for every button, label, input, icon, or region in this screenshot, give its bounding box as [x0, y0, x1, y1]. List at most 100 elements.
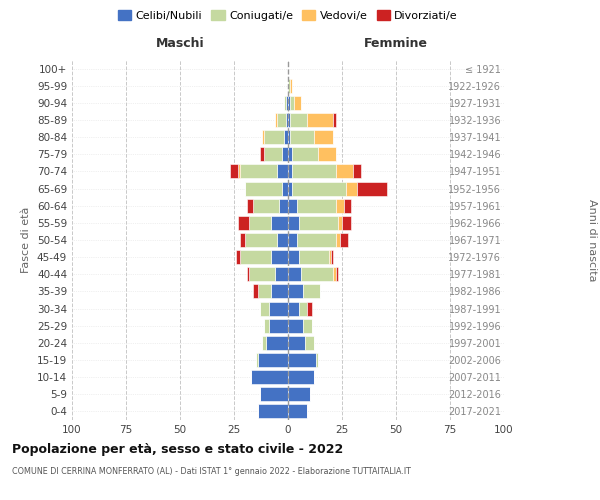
Bar: [288, 130, 290, 144]
Bar: [292, 164, 335, 178]
Bar: [288, 268, 301, 281]
Bar: [238, 216, 249, 230]
Bar: [230, 164, 238, 178]
Bar: [303, 284, 320, 298]
Bar: [275, 113, 277, 127]
Bar: [288, 198, 296, 212]
Text: Femmine: Femmine: [364, 36, 428, 50]
Bar: [266, 336, 288, 350]
Bar: [288, 250, 299, 264]
Bar: [331, 250, 334, 264]
Bar: [334, 113, 335, 127]
Bar: [288, 388, 310, 402]
Text: Popolazione per età, sesso e stato civile - 2022: Popolazione per età, sesso e stato civil…: [12, 442, 343, 456]
Text: Anni di nascita: Anni di nascita: [587, 198, 597, 281]
Bar: [277, 113, 286, 127]
Bar: [295, 96, 301, 110]
Text: Maschi: Maschi: [155, 36, 205, 50]
Bar: [288, 370, 314, 384]
Bar: [303, 318, 312, 332]
Bar: [288, 164, 292, 178]
Bar: [271, 216, 288, 230]
Bar: [299, 250, 329, 264]
Bar: [290, 130, 314, 144]
Bar: [281, 148, 288, 162]
Bar: [269, 318, 288, 332]
Bar: [262, 336, 266, 350]
Bar: [290, 96, 295, 110]
Bar: [288, 216, 299, 230]
Bar: [318, 148, 335, 162]
Bar: [288, 404, 307, 418]
Bar: [329, 250, 331, 264]
Bar: [238, 164, 241, 178]
Bar: [251, 370, 288, 384]
Bar: [357, 182, 388, 196]
Bar: [292, 148, 318, 162]
Bar: [236, 250, 241, 264]
Bar: [288, 302, 299, 316]
Y-axis label: Fasce di età: Fasce di età: [22, 207, 31, 273]
Bar: [253, 198, 280, 212]
Bar: [340, 233, 349, 247]
Bar: [271, 284, 288, 298]
Bar: [290, 78, 292, 92]
Bar: [277, 233, 288, 247]
Bar: [264, 318, 269, 332]
Bar: [288, 284, 303, 298]
Bar: [241, 164, 277, 178]
Bar: [249, 268, 275, 281]
Bar: [346, 182, 357, 196]
Bar: [286, 96, 288, 110]
Bar: [258, 353, 288, 367]
Bar: [299, 302, 307, 316]
Bar: [335, 233, 340, 247]
Bar: [316, 353, 318, 367]
Bar: [264, 148, 281, 162]
Bar: [288, 233, 296, 247]
Bar: [288, 113, 290, 127]
Bar: [290, 113, 307, 127]
Bar: [335, 198, 344, 212]
Bar: [288, 96, 290, 110]
Bar: [264, 130, 284, 144]
Bar: [256, 353, 258, 367]
Bar: [307, 113, 334, 127]
Bar: [288, 182, 292, 196]
Bar: [260, 148, 264, 162]
Bar: [334, 268, 335, 281]
Bar: [260, 302, 269, 316]
Bar: [342, 216, 350, 230]
Bar: [314, 130, 334, 144]
Text: COMUNE DI CERRINA MONFERRATO (AL) - Dati ISTAT 1° gennaio 2022 - Elaborazione TU: COMUNE DI CERRINA MONFERRATO (AL) - Dati…: [12, 468, 411, 476]
Bar: [245, 182, 281, 196]
Bar: [353, 164, 361, 178]
Bar: [307, 302, 312, 316]
Bar: [281, 182, 288, 196]
Bar: [269, 302, 288, 316]
Bar: [288, 318, 303, 332]
Bar: [299, 216, 338, 230]
Bar: [271, 250, 288, 264]
Bar: [249, 216, 271, 230]
Bar: [301, 268, 334, 281]
Bar: [284, 96, 286, 110]
Bar: [288, 353, 316, 367]
Bar: [344, 198, 350, 212]
Bar: [288, 78, 290, 92]
Bar: [286, 113, 288, 127]
Bar: [296, 233, 335, 247]
Bar: [247, 198, 253, 212]
Bar: [305, 336, 314, 350]
Bar: [296, 198, 335, 212]
Bar: [247, 268, 249, 281]
Bar: [335, 164, 353, 178]
Bar: [253, 284, 258, 298]
Bar: [260, 388, 288, 402]
Legend: Celibi/Nubili, Coniugati/e, Vedovi/e, Divorziati/e: Celibi/Nubili, Coniugati/e, Vedovi/e, Di…: [116, 8, 460, 23]
Bar: [277, 164, 288, 178]
Bar: [292, 182, 346, 196]
Bar: [335, 268, 338, 281]
Bar: [262, 130, 264, 144]
Bar: [245, 233, 277, 247]
